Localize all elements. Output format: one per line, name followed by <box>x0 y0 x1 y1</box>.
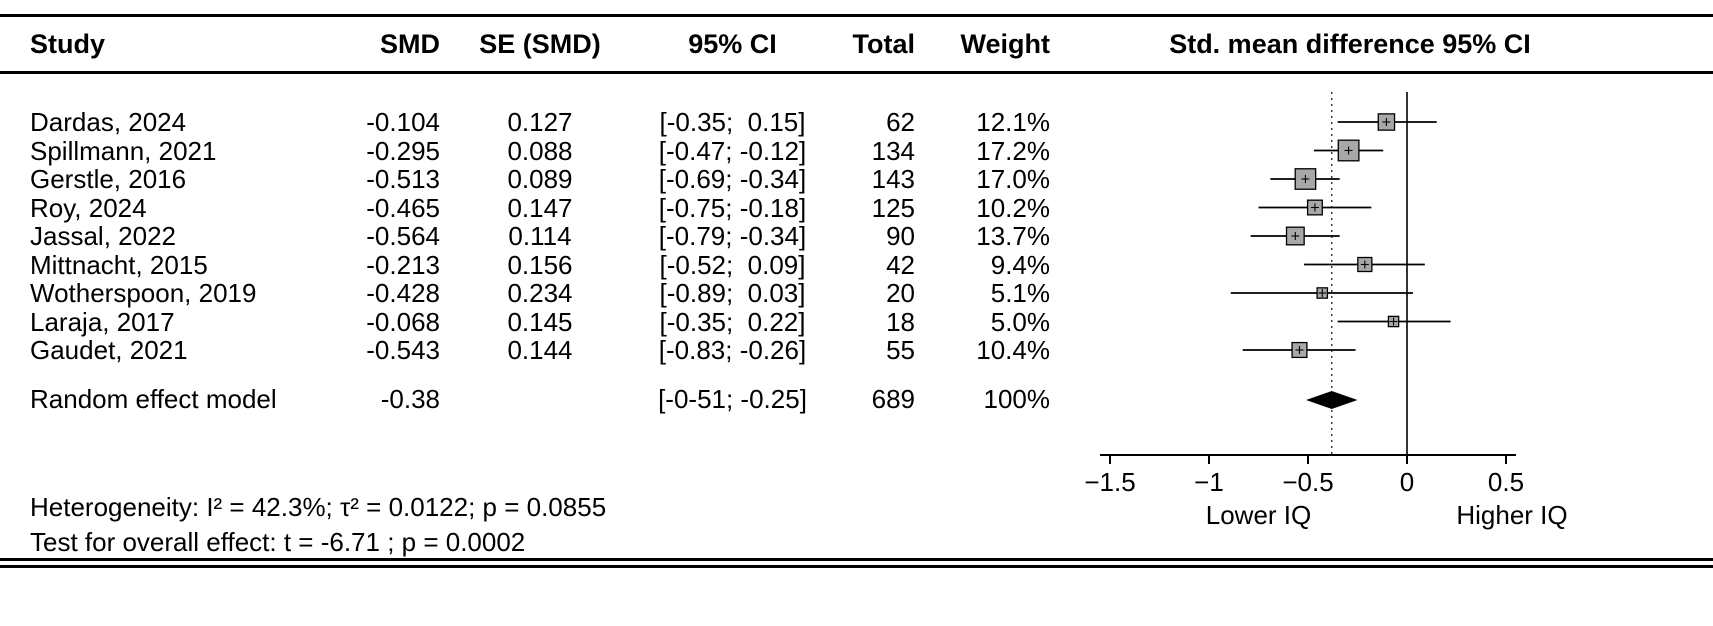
ci-cell: [-0.69; -0.34] <box>658 164 807 194</box>
study-cell: Mittnacht, 2015 <box>30 249 208 280</box>
x-axis-tick-label: 0 <box>1400 467 1414 497</box>
study-cell: Roy, 2024 <box>30 192 147 223</box>
ci-cell: [-0.89; 0.03] <box>659 278 806 308</box>
total-cell: 143 <box>871 164 915 194</box>
study-cell: Wotherspoon, 2019 <box>30 278 257 308</box>
weight-cell: 9.4% <box>990 249 1050 280</box>
header-plot-column: Std. mean difference 95% CI <box>1169 29 1531 59</box>
header-se: SE (SMD) <box>479 29 601 59</box>
ci-cell: [-0.35; 0.15] <box>659 107 806 137</box>
axis-label-higher-iq: Higher IQ <box>1456 500 1567 530</box>
weight-cell: 10.4% <box>976 335 1050 365</box>
x-axis-tick-label: −1.5 <box>1084 467 1135 497</box>
smd-cell: -0.068 <box>366 306 440 337</box>
smd-cell: -0.295 <box>366 135 440 166</box>
study-cell: Gaudet, 2021 <box>30 335 188 365</box>
study-cell: Dardas, 2024 <box>30 107 187 137</box>
total-cell: 20 <box>886 278 915 308</box>
weight-cell: 13.7% <box>976 221 1050 251</box>
header-ci: 95% CI <box>688 29 777 59</box>
table-row: Spillmann, 2021 -0.295 0.088 [-0.47; -0.… <box>0 135 1080 166</box>
overall-effect-note: Test for overall effect: t = -6.71 ; p =… <box>30 527 526 557</box>
table-row: Mittnacht, 2015 -0.213 0.156 [-0.52; 0.0… <box>0 249 1080 280</box>
summary-study-cell: Random effect model <box>30 384 277 414</box>
table-header-row: Study SMD SE (SMD) 95% CI Total Weight <box>0 28 1080 60</box>
se-cell: 0.144 <box>507 335 573 365</box>
weight-cell: 17.2% <box>976 135 1050 166</box>
se-cell: 0.156 <box>507 249 573 280</box>
summary-se-cell <box>440 384 640 415</box>
header-total: Total <box>852 29 916 59</box>
ci-cell: [-0.47; -0.12] <box>658 135 807 166</box>
x-axis-tick-label: −1 <box>1194 467 1224 497</box>
weight-cell: 10.2% <box>976 192 1050 223</box>
study-rows: Dardas, 2024 -0.104 0.127 [-0.35; 0.15] … <box>0 108 1080 365</box>
weight-cell: 5.0% <box>990 306 1050 337</box>
table-row: Dardas, 2024 -0.104 0.127 [-0.35; 0.15] … <box>0 108 1080 137</box>
header-divider-rule <box>0 71 1713 74</box>
ci-cell: [-0.75; -0.18] <box>658 192 807 223</box>
se-cell: 0.234 <box>507 278 573 308</box>
total-cell: 18 <box>886 306 915 337</box>
total-cell: 90 <box>886 221 915 251</box>
total-cell: 125 <box>871 192 915 223</box>
header-weight: Weight <box>960 29 1051 59</box>
table-row: Laraja, 2017 -0.068 0.145 [-0.35; 0.22] … <box>0 306 1080 337</box>
weight-cell: 17.0% <box>976 164 1050 194</box>
axis-label-lower-iq: Lower IQ <box>1206 500 1312 530</box>
table-row: Gerstle, 2016 -0.513 0.089 [-0.69; -0.34… <box>0 165 1080 194</box>
smd-cell: -0.465 <box>366 192 440 223</box>
summary-smd-cell: -0.38 <box>380 384 440 414</box>
x-axis-tick-label: 0.5 <box>1488 467 1524 497</box>
smd-cell: -0.428 <box>366 278 440 308</box>
se-cell: 0.145 <box>507 306 573 337</box>
ci-cell: [-0.35; 0.22] <box>659 306 806 337</box>
summary-ci-cell: [-0-51; -0.25] <box>658 384 807 414</box>
summary-total-cell: 689 <box>871 384 915 414</box>
table-row: Wotherspoon, 2019 -0.428 0.234 [-0.89; 0… <box>0 279 1080 308</box>
total-cell: 55 <box>886 335 915 365</box>
smd-cell: -0.543 <box>366 335 440 365</box>
se-cell: 0.114 <box>508 221 572 251</box>
se-cell: 0.127 <box>507 107 573 137</box>
ci-cell: [-0.83; -0.26] <box>658 335 807 365</box>
bottom-rule-lower <box>0 565 1713 568</box>
se-cell: 0.147 <box>507 192 573 223</box>
se-cell: 0.089 <box>507 164 573 194</box>
smd-cell: -0.213 <box>366 249 440 280</box>
summary-row: Random effect model -0.38 [-0-51; -0.25]… <box>0 384 1080 415</box>
x-axis-tick-label: −0.5 <box>1282 467 1333 497</box>
se-cell: 0.088 <box>507 135 573 166</box>
total-cell: 62 <box>886 107 915 137</box>
weight-cell: 12.1% <box>976 107 1050 137</box>
table-row: Roy, 2024 -0.465 0.147 [-0.75; -0.18] 12… <box>0 192 1080 223</box>
header-study: Study <box>30 29 106 59</box>
total-cell: 42 <box>886 249 915 280</box>
study-cell: Gerstle, 2016 <box>30 164 187 194</box>
smd-cell: -0.104 <box>366 107 440 137</box>
smd-cell: -0.513 <box>366 164 440 194</box>
study-cell: Jassal, 2022 <box>30 221 176 251</box>
header-smd: SMD <box>380 29 440 59</box>
total-cell: 134 <box>871 135 915 166</box>
summary-diamond <box>1306 391 1358 409</box>
smd-cell: -0.564 <box>366 221 440 251</box>
ci-cell: [-0.52; 0.09] <box>659 249 806 280</box>
weight-cell: 5.1% <box>990 278 1050 308</box>
table-row: Jassal, 2022 -0.564 0.114 [-0.79; -0.34]… <box>0 222 1080 251</box>
study-cell: Laraja, 2017 <box>30 306 175 337</box>
top-rule <box>0 14 1713 17</box>
heterogeneity-note: Heterogeneity: I² = 42.3%; τ² = 0.0122; … <box>30 492 607 522</box>
bottom-rule-upper <box>0 558 1713 561</box>
ci-cell: [-0.79; -0.34] <box>658 221 807 251</box>
forest-plot: −1.5 −1 −0.5 0 0.5 Lower IQ Higher IQ <box>1084 92 1568 530</box>
study-cell: Spillmann, 2021 <box>30 135 217 166</box>
summary-weight-cell: 100% <box>983 384 1051 414</box>
table-row: Gaudet, 2021 -0.543 0.144 [-0.83; -0.26]… <box>0 336 1080 365</box>
